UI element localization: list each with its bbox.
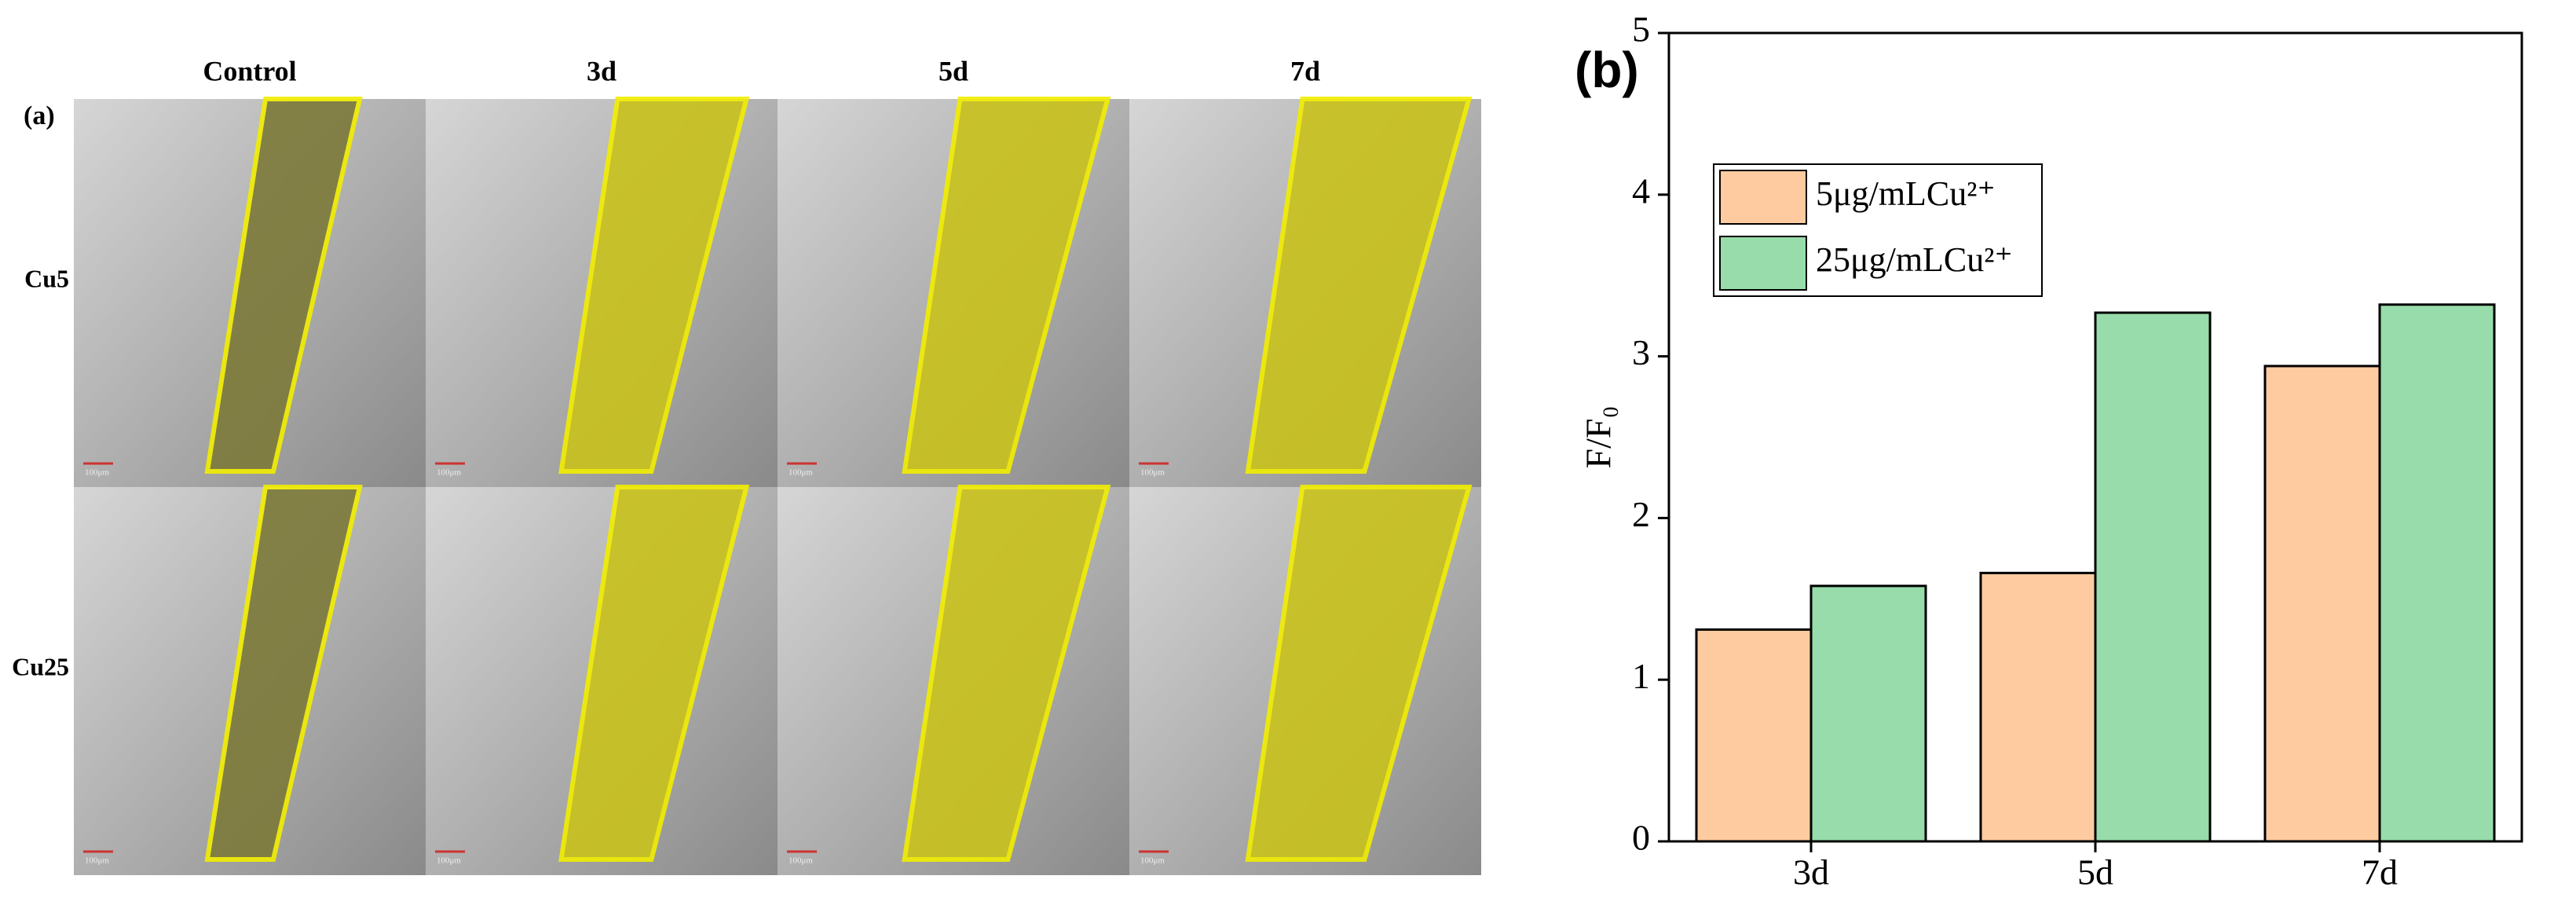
bar	[2378, 303, 2496, 843]
y-tick-label: 4	[1632, 170, 1650, 211]
plot-frame	[1667, 31, 2523, 843]
scale-label: 100μm	[85, 856, 109, 866]
panel-label: (b)	[1575, 42, 1639, 98]
y-tick-label: 1	[1632, 656, 1650, 696]
bar	[2094, 311, 2212, 843]
bar	[1809, 584, 1927, 843]
root	[902, 485, 1111, 862]
row-label: Cu25	[12, 652, 69, 680]
column-label: Control	[203, 55, 296, 86]
scale-label: 100μm	[437, 856, 461, 866]
scale-label: 100μm	[789, 856, 813, 866]
y-tick-label: 2	[1632, 494, 1650, 534]
bar	[2263, 365, 2381, 843]
x-tick-label: 5d	[2077, 852, 2113, 892]
legend-swatch	[1719, 236, 1807, 291]
scale-label: 100μm	[437, 468, 461, 478]
scale-label: 100μm	[1140, 856, 1165, 866]
legend-label: 5μg/mLCu²⁺	[1816, 174, 1996, 213]
y-tick-label: 5	[1632, 9, 1650, 49]
root	[1245, 97, 1473, 474]
column-label: 3d	[587, 55, 617, 86]
root	[558, 485, 750, 862]
y-axis-label: F/F₀	[1579, 406, 1619, 469]
root	[204, 97, 363, 474]
scale-label: 100μm	[85, 468, 109, 478]
column-label: 7d	[1290, 55, 1320, 86]
panel-label: (a)	[24, 101, 55, 130]
root	[204, 485, 363, 862]
x-tick-label: 3d	[1793, 852, 1829, 892]
column-label: 5d	[939, 55, 968, 86]
root	[1245, 485, 1473, 862]
micrograph-panel: (a) Control 3d 5d 7d Cu5 100μm 100μm 100μm 100μm C…	[12, 55, 1481, 875]
bar-chart: (b) F/F₀ 0 1 2 3 4 5 3d 5d 7d 5μg/mLCu²⁺ 25μg/mLCu²⁺	[1575, 9, 2523, 892]
bar	[1695, 628, 1813, 843]
y-tick-label: 3	[1632, 332, 1650, 372]
row-label: Cu5	[24, 264, 69, 292]
legend-swatch	[1719, 170, 1807, 225]
scale-label: 100μm	[789, 468, 813, 478]
root	[902, 97, 1111, 474]
bar	[1979, 571, 2097, 843]
root	[558, 97, 750, 474]
y-tick-label: 0	[1632, 818, 1650, 858]
x-tick-label: 7d	[2362, 852, 2398, 892]
scale-label: 100μm	[1140, 468, 1165, 478]
legend-label: 25μg/mLCu²⁺	[1816, 240, 2013, 279]
